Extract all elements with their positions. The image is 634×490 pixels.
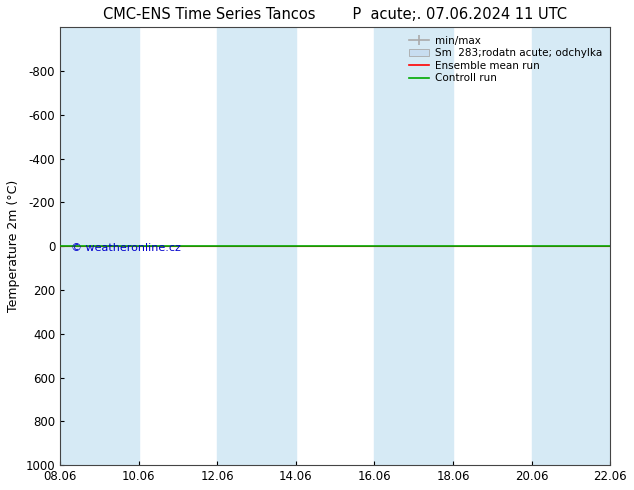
Bar [571, 27, 611, 465]
Text: © weatheronline.cz: © weatheronline.cz [71, 243, 181, 252]
Bar [100, 27, 139, 465]
Legend: min/max, Sm  283;rodatn acute; odchylka, Ensemble mean run, Controll run: min/max, Sm 283;rodatn acute; odchylka, … [406, 32, 605, 87]
Bar [257, 27, 296, 465]
Title: CMC-ENS Time Series Tancos        P  acute;. 07.06.2024 11 UTC: CMC-ENS Time Series Tancos P acute;. 07.… [103, 7, 567, 22]
Bar [375, 27, 414, 465]
Bar [532, 27, 571, 465]
Y-axis label: Temperature 2m (°C): Temperature 2m (°C) [7, 180, 20, 312]
Bar [217, 27, 257, 465]
Bar [414, 27, 453, 465]
Bar [60, 27, 100, 465]
